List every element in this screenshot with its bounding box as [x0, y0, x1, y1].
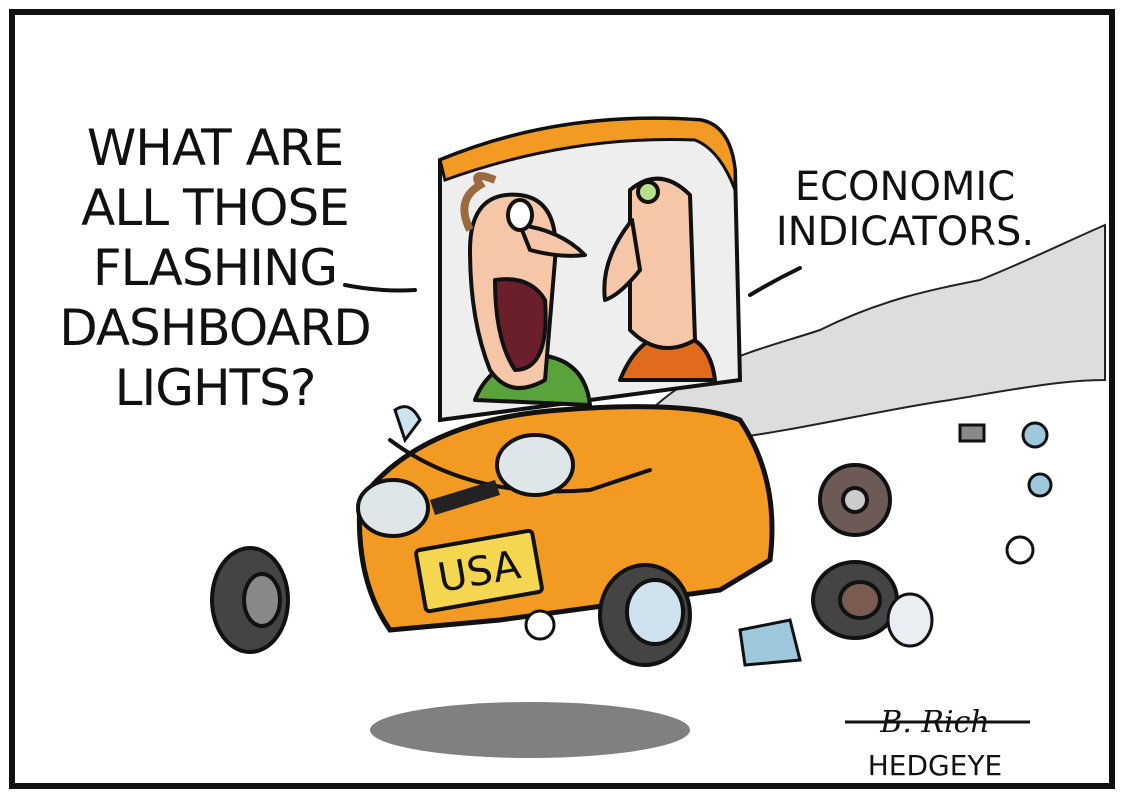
headlight [497, 435, 573, 495]
passenger-glasses [638, 182, 658, 202]
page: USA WHAT AREALL THOSEFLASHINGDASHBOARDLI… [0, 0, 1126, 796]
gear [820, 465, 890, 535]
hub [840, 582, 880, 618]
driver-eye [508, 200, 532, 230]
part [1007, 537, 1033, 563]
speech-line: ALL THOSE [81, 179, 349, 237]
speech-line: FLASHING [93, 239, 337, 297]
speech-line: WHAT ARE [87, 119, 343, 177]
part [526, 611, 554, 639]
wheel [212, 548, 288, 652]
hub [627, 580, 683, 644]
part [888, 594, 932, 646]
hub [244, 574, 280, 626]
headlight [358, 480, 428, 536]
speech-line: LIGHTS? [115, 359, 316, 417]
wheel [600, 565, 690, 665]
part [1023, 423, 1047, 447]
credit: HEDGEYE [868, 749, 1003, 782]
part [740, 620, 800, 665]
cartoon: USA WHAT AREALL THOSEFLASHINGDASHBOARDLI… [0, 0, 1126, 796]
speech-line: INDICATORS. [776, 209, 1034, 255]
speech-line: DASHBOARD [59, 299, 371, 357]
part [1029, 474, 1051, 496]
gear-center [843, 488, 867, 512]
wheel [813, 562, 897, 638]
speech-line: ECONOMIC [795, 164, 1015, 210]
skid-shadow [370, 702, 690, 758]
part [960, 425, 984, 441]
